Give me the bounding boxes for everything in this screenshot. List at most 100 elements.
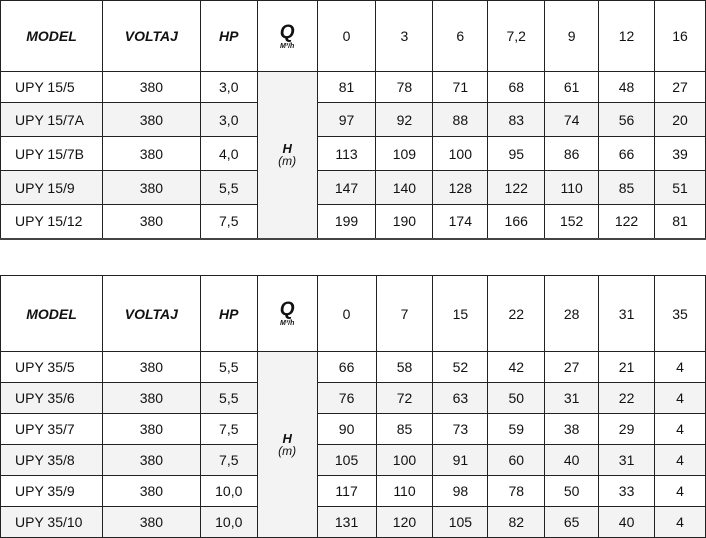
head-value: 66 xyxy=(316,351,377,383)
model-cell: UPY 15/12 xyxy=(0,204,103,240)
head-value: 40 xyxy=(598,506,656,538)
q-value-header: 0 xyxy=(316,0,377,72)
voltaj-cell: 380 xyxy=(101,71,201,103)
head-value: 120 xyxy=(375,506,434,538)
hp-cell: 10,0 xyxy=(199,475,258,507)
head-value: 31 xyxy=(544,382,600,414)
hp-header: HP xyxy=(199,0,258,72)
head-value: 4 xyxy=(654,506,706,538)
table-row: UPY 15/12 380 7,5 199 190 174 166 152 12… xyxy=(0,204,706,240)
head-value: 27 xyxy=(654,71,706,103)
head-value: 174 xyxy=(432,204,489,240)
head-value: 140 xyxy=(375,170,434,205)
h-symbol: H xyxy=(282,141,292,157)
head-value: 58 xyxy=(375,351,434,383)
head-value: 97 xyxy=(316,102,377,137)
head-value: 113 xyxy=(316,136,377,171)
hp-cell: 3,0 xyxy=(199,102,258,137)
q-value-header: 15 xyxy=(432,275,489,352)
head-value: 65 xyxy=(544,506,600,538)
table-row: UPY 15/9 380 5,5 147 140 128 122 110 85 … xyxy=(0,170,706,205)
model-cell: UPY 35/5 xyxy=(0,351,103,383)
head-value: 63 xyxy=(432,382,489,414)
head-value: 78 xyxy=(375,71,434,103)
table-row: UPY 35/7 380 7,5 90 85 73 59 38 29 4 xyxy=(0,413,706,445)
q-header: Q M³/h xyxy=(256,275,318,352)
head-value: 152 xyxy=(544,204,600,240)
model-cell: UPY 35/10 xyxy=(0,506,103,538)
model-header: MODEL xyxy=(0,0,103,72)
hp-cell: 7,5 xyxy=(199,444,258,476)
head-value: 110 xyxy=(375,475,434,507)
head-value: 38 xyxy=(544,413,600,445)
head-value: 100 xyxy=(375,444,434,476)
head-value: 39 xyxy=(654,136,706,171)
hp-cell: 5,5 xyxy=(199,170,258,205)
head-value: 88 xyxy=(432,102,489,137)
head-value: 100 xyxy=(432,136,489,171)
table-row: UPY 15/5 380 3,0 H (m) 81 78 71 68 61 48… xyxy=(0,71,706,240)
table-row: UPY 35/9 380 10,0 117 110 98 78 50 33 4 xyxy=(0,475,706,507)
head-value: 72 xyxy=(375,382,434,414)
hp-cell: 3,0 xyxy=(199,71,258,103)
voltaj-cell: 380 xyxy=(101,170,201,205)
q-value-header: 7 xyxy=(375,275,434,352)
head-value: 199 xyxy=(316,204,377,240)
q-value-header: 7,2 xyxy=(487,0,546,72)
head-value: 74 xyxy=(544,102,600,137)
head-value: 29 xyxy=(598,413,656,445)
voltaj-cell: 380 xyxy=(101,351,201,383)
head-value: 4 xyxy=(654,413,706,445)
voltaj-cell: 380 xyxy=(101,136,201,171)
head-value: 85 xyxy=(375,413,434,445)
q-unit: M³/h xyxy=(279,320,295,327)
q-value-header: 16 xyxy=(654,0,706,72)
voltaj-cell: 380 xyxy=(101,413,201,445)
h-label-cell: H (m) xyxy=(256,351,318,538)
head-value: 33 xyxy=(598,475,656,507)
head-value: 95 xyxy=(487,136,546,171)
model-cell: UPY 35/7 xyxy=(0,413,103,445)
table-row: UPY 35/5 380 5,5 H (m) 66 58 52 42 27 21… xyxy=(0,351,706,538)
head-value: 117 xyxy=(316,475,377,507)
head-value: 166 xyxy=(487,204,546,240)
head-value: 61 xyxy=(544,71,600,103)
h-unit: (m) xyxy=(278,154,297,169)
head-value: 27 xyxy=(544,351,600,383)
q-value-header: 35 xyxy=(654,275,706,352)
head-value: 21 xyxy=(598,351,656,383)
voltaj-cell: 380 xyxy=(101,102,201,137)
voltaj-cell: 380 xyxy=(101,204,201,240)
q-value-header: 9 xyxy=(544,0,600,72)
table-row: UPY 15/7B 380 4,0 113 109 100 95 86 66 3… xyxy=(0,136,706,171)
q-value-header: 12 xyxy=(598,0,655,72)
voltaj-header: VOLTAJ xyxy=(101,0,201,72)
table-row: UPY 15/7A 380 3,0 97 92 88 83 74 56 20 xyxy=(0,102,706,137)
head-value: 86 xyxy=(544,136,600,171)
model-cell: UPY 35/6 xyxy=(0,382,103,414)
h-unit: (m) xyxy=(278,444,297,458)
head-value: 59 xyxy=(487,413,546,445)
hp-cell: 5,5 xyxy=(199,382,258,414)
head-value: 52 xyxy=(432,351,489,383)
head-value: 42 xyxy=(487,351,546,383)
pump-table-upy15: MODEL VOLTAJ HP Q M³/h 0 3 6 7,2 9 12 16… xyxy=(0,0,706,240)
q-unit: M³/h xyxy=(279,42,295,50)
head-value: 128 xyxy=(432,170,489,205)
model-cell: UPY 35/8 xyxy=(0,444,103,476)
model-cell: UPY 15/5 xyxy=(0,71,103,103)
head-value: 40 xyxy=(544,444,600,476)
head-value: 78 xyxy=(487,475,546,507)
head-value: 81 xyxy=(316,71,377,103)
table-row: UPY 35/8 380 7,5 105 100 91 60 40 31 4 xyxy=(0,444,706,476)
head-value: 4 xyxy=(654,351,706,383)
head-value: 4 xyxy=(654,382,706,414)
q-value-header: 0 xyxy=(316,275,377,352)
model-header: MODEL xyxy=(0,275,103,352)
head-value: 68 xyxy=(487,71,546,103)
head-value: 92 xyxy=(375,102,434,137)
voltaj-header: VOLTAJ xyxy=(101,275,201,352)
q-symbol: Q xyxy=(279,21,295,43)
head-value: 51 xyxy=(654,170,706,205)
model-cell: UPY 15/9 xyxy=(0,170,103,205)
